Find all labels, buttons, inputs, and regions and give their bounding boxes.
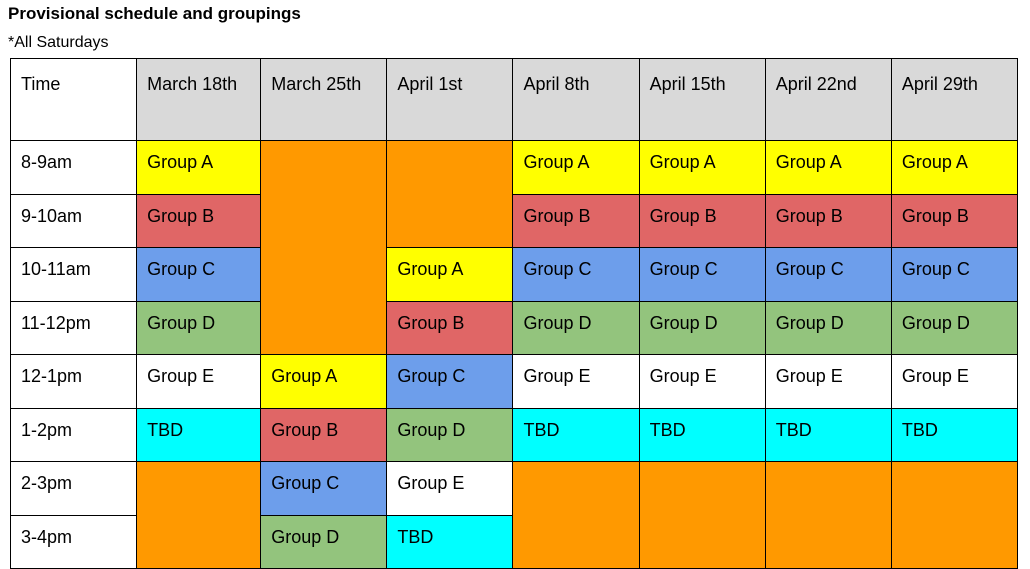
date-header: March 18th xyxy=(136,58,262,141)
time-column-header: Time xyxy=(9,58,138,141)
group-cell: Group D xyxy=(764,300,892,355)
group-cell: TBD xyxy=(386,514,514,569)
page-title: Provisional schedule and groupings xyxy=(8,4,301,23)
unavailable-block xyxy=(638,461,766,569)
group-cell: Group C xyxy=(386,354,514,409)
time-cell: 3-4pm xyxy=(9,514,138,569)
unavailable-block xyxy=(764,461,892,569)
unavailable-block xyxy=(890,461,1019,569)
group-cell: Group E xyxy=(764,354,892,409)
time-cell: 11-12pm xyxy=(9,300,138,355)
group-cell: Group B xyxy=(890,193,1019,248)
group-cell: TBD xyxy=(638,407,766,462)
group-cell: Group C xyxy=(890,247,1019,302)
group-cell: Group D xyxy=(260,514,388,569)
group-cell: TBD xyxy=(136,407,262,462)
date-header: April 22nd xyxy=(764,58,892,141)
page-subtitle: *All Saturdays xyxy=(8,34,109,51)
group-cell: Group A xyxy=(890,140,1019,195)
group-cell: TBD xyxy=(764,407,892,462)
table-row: 2-3pm Group C Group E xyxy=(9,461,1019,569)
unavailable-block xyxy=(260,140,388,355)
unavailable-block xyxy=(136,461,262,569)
group-cell: Group D xyxy=(512,300,640,355)
group-cell: Group B xyxy=(512,193,640,248)
group-cell: Group A xyxy=(260,354,388,409)
time-cell: 2-3pm xyxy=(9,461,138,516)
group-cell: Group D xyxy=(136,300,262,355)
schedule-table: Time March 18th March 25th April 1st Apr… xyxy=(9,58,1019,569)
group-cell: Group C xyxy=(136,247,262,302)
time-cell: 9-10am xyxy=(9,193,138,248)
group-cell: Group B xyxy=(638,193,766,248)
table-row: 9-10am Group B Group B Group B Group B G… xyxy=(9,193,1019,248)
group-cell: Group E xyxy=(512,354,640,409)
group-cell: TBD xyxy=(890,407,1019,462)
time-cell: 10-11am xyxy=(9,247,138,302)
table-row: 12-1pm Group E Group A Group C Group E G… xyxy=(9,354,1019,409)
group-cell: Group E xyxy=(890,354,1019,409)
group-cell: Group A xyxy=(512,140,640,195)
group-cell: Group E xyxy=(638,354,766,409)
group-cell: Group B xyxy=(260,407,388,462)
table-row: 8-9am Group A Group A Group A Group A Gr… xyxy=(9,140,1019,355)
table-row: 10-11am Group C Group A Group C Group C … xyxy=(9,247,1019,302)
group-cell: Group C xyxy=(638,247,766,302)
header-row: Time March 18th March 25th April 1st Apr… xyxy=(9,58,1019,141)
group-cell: Group C xyxy=(512,247,640,302)
group-cell: Group E xyxy=(136,354,262,409)
group-cell: Group B xyxy=(136,193,262,248)
group-cell: Group E xyxy=(386,461,514,516)
group-cell: Group A xyxy=(638,140,766,195)
time-cell: 1-2pm xyxy=(9,407,138,462)
date-header: April 8th xyxy=(512,58,640,141)
group-cell: Group D xyxy=(638,300,766,355)
group-cell: Group A xyxy=(764,140,892,195)
time-cell: 12-1pm xyxy=(9,354,138,409)
table-row: 11-12pm Group D Group B Group D Group D … xyxy=(9,300,1019,355)
group-cell: Group C xyxy=(764,247,892,302)
date-header: April 15th xyxy=(638,58,766,141)
table-row: 1-2pm TBD Group B Group D TBD TBD TBD TB… xyxy=(9,407,1019,462)
time-cell: 8-9am xyxy=(9,140,138,195)
group-cell: TBD xyxy=(512,407,640,462)
date-header: March 25th xyxy=(260,58,388,141)
unavailable-block xyxy=(386,140,514,248)
group-cell: Group C xyxy=(260,461,388,516)
group-cell: Group B xyxy=(386,300,514,355)
group-cell: Group B xyxy=(764,193,892,248)
unavailable-block xyxy=(512,461,640,569)
date-header: April 29th xyxy=(890,58,1019,141)
group-cell: Group A xyxy=(386,247,514,302)
date-header: April 1st xyxy=(386,58,514,141)
table-row: 3-4pm Group D TBD xyxy=(9,514,1018,569)
group-cell: Group D xyxy=(890,300,1019,355)
group-cell: Group D xyxy=(386,407,514,462)
group-cell: Group A xyxy=(136,140,262,195)
